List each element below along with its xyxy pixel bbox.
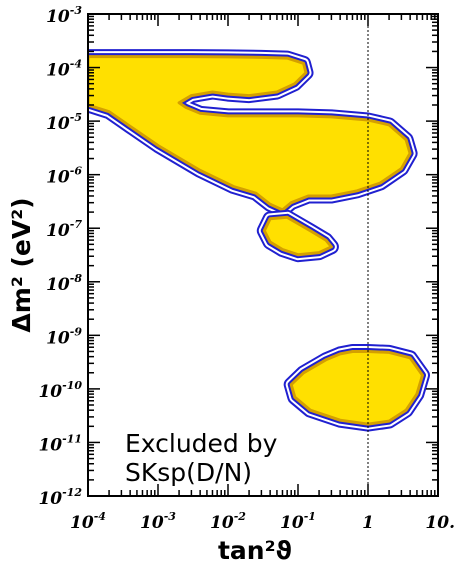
x-tick-label: 10-3 [140,510,176,533]
y-tick-label: 10-4 [46,58,82,81]
y-tick-label: 10-12 [38,486,82,509]
low-dm2-region [289,350,424,426]
x-tick-label: 10-4 [70,510,106,533]
y-tick-label: 10-9 [46,325,82,348]
y-tick-label: 10-3 [46,4,82,27]
annotation-line-2: SKsp(D/N) [125,458,252,487]
x-axis-label: tan²ϑ [218,536,292,565]
x-tick-labels: 10-4 10-3 10-2 10-1 1 10. [70,510,455,533]
upper-region [88,55,412,212]
y-tick-label: 10-5 [46,111,82,134]
x-tick-label: 10. [425,513,455,533]
y-axis-label: Δm² (eV²) [7,197,36,332]
y-tick-label: 10-6 [46,165,82,188]
x-tick-label: 10-1 [280,510,316,533]
x-tick-label: 1 [362,513,374,533]
y-tick-labels: 10-12 10-11 10-10 10-9 10-8 10-7 10-6 10-5 10-4 1… [38,4,82,509]
annotation-line-1: Excluded by [125,429,278,458]
y-tick-label: 10-7 [46,218,82,241]
y-tick-label: 10-11 [38,432,82,455]
y-tick-label: 10-8 [46,272,82,295]
lower-island-upper-region [262,215,333,257]
tick-layer [87,13,439,497]
plot-frame [87,13,439,497]
x-tick-label: 10-2 [210,510,246,533]
y-tick-label: 10-10 [38,379,82,402]
region-layer [88,49,430,432]
